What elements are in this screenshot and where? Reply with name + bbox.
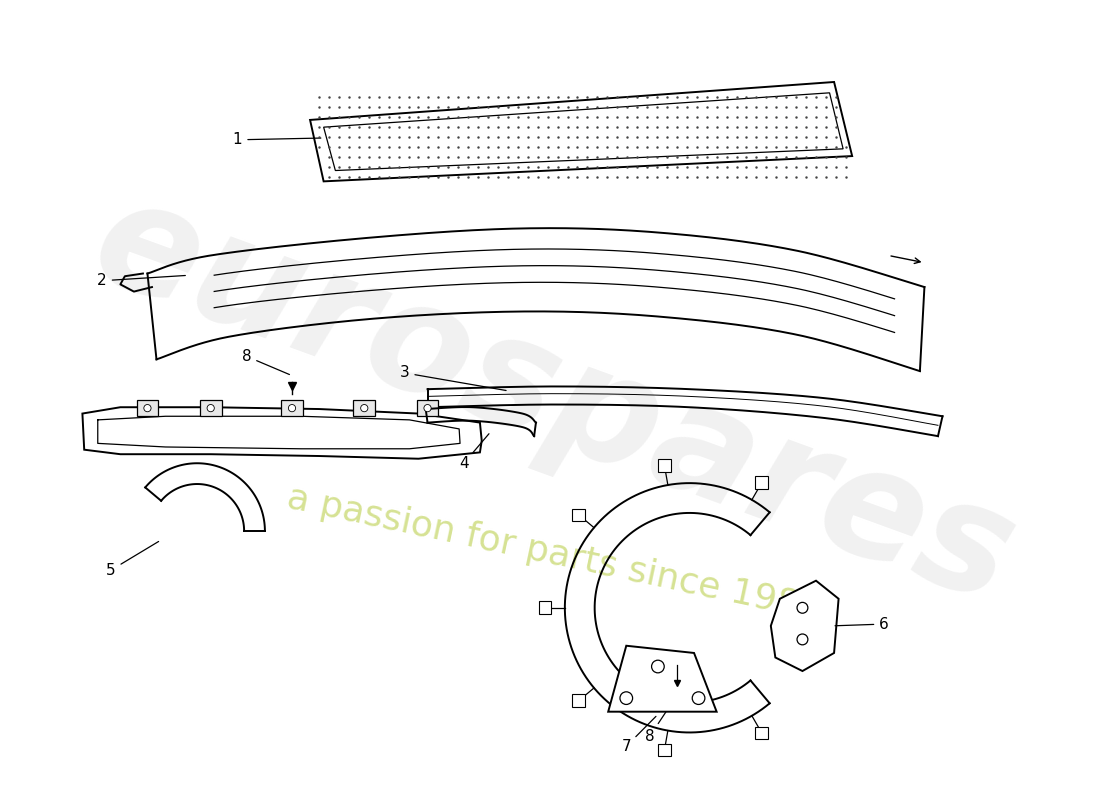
Bar xyxy=(756,726,768,739)
Circle shape xyxy=(620,692,632,705)
Circle shape xyxy=(288,405,296,412)
Text: 8: 8 xyxy=(645,698,675,744)
Bar xyxy=(282,400,303,416)
Circle shape xyxy=(361,405,367,412)
Circle shape xyxy=(798,602,807,614)
Circle shape xyxy=(798,634,807,645)
Bar xyxy=(417,400,439,416)
Bar xyxy=(658,459,671,472)
Text: 3: 3 xyxy=(399,366,506,390)
Text: 2: 2 xyxy=(97,274,185,288)
Text: eurospares: eurospares xyxy=(75,165,1033,635)
Text: 6: 6 xyxy=(835,617,889,631)
Bar xyxy=(353,400,375,416)
Polygon shape xyxy=(771,581,838,671)
Text: 7: 7 xyxy=(621,716,656,754)
Polygon shape xyxy=(82,407,482,458)
Circle shape xyxy=(207,405,215,412)
Bar xyxy=(136,400,158,416)
Bar xyxy=(572,509,585,522)
Text: 4: 4 xyxy=(459,434,490,471)
Circle shape xyxy=(651,660,664,673)
Bar xyxy=(539,602,551,614)
Polygon shape xyxy=(608,646,716,712)
Text: a passion for parts since 1985: a passion for parts since 1985 xyxy=(284,480,824,627)
Circle shape xyxy=(692,692,705,705)
Bar xyxy=(658,744,671,757)
Bar xyxy=(756,476,768,489)
Text: 8: 8 xyxy=(242,349,289,374)
Text: 1: 1 xyxy=(233,132,321,147)
Bar xyxy=(200,400,221,416)
Circle shape xyxy=(144,405,151,412)
Bar xyxy=(572,694,585,707)
Polygon shape xyxy=(310,82,852,182)
Text: 5: 5 xyxy=(107,542,158,578)
Circle shape xyxy=(424,405,431,412)
